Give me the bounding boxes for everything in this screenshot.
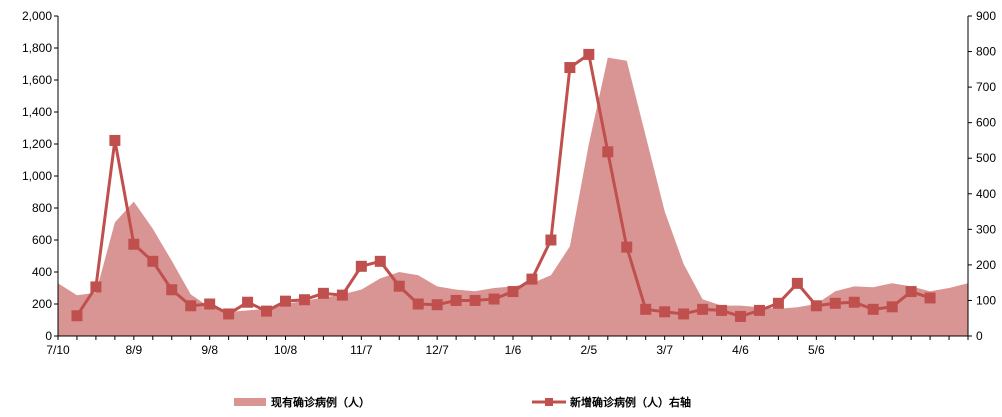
line-series-marker bbox=[223, 308, 235, 320]
right-axis-tick-label: 600 bbox=[976, 116, 996, 130]
right-axis-tick-label: 900 bbox=[976, 9, 996, 23]
line-series-marker bbox=[355, 260, 367, 272]
line-series-marker bbox=[242, 296, 254, 308]
right-axis-tick-label: 700 bbox=[976, 80, 996, 94]
left-axis-tick-label: 1,800 bbox=[22, 41, 52, 55]
line-series-marker bbox=[147, 255, 159, 267]
legend-area-swatch bbox=[234, 398, 266, 406]
x-axis-tick-label: 1/6 bbox=[505, 343, 522, 357]
line-series-marker bbox=[886, 301, 898, 313]
line-series-marker bbox=[924, 292, 936, 304]
line-series-marker bbox=[71, 310, 83, 322]
right-axis-tick-label: 100 bbox=[976, 293, 996, 307]
line-series-marker bbox=[507, 286, 519, 298]
line-series-marker bbox=[317, 287, 329, 299]
line-series-marker bbox=[298, 294, 310, 306]
axes-layer: 0 200 400 600 800 1,000 1,200 1,400 1,600 1,800 2,… bbox=[22, 9, 996, 357]
x-axis-tick-label: 3/7 bbox=[656, 343, 673, 357]
line-series-marker bbox=[791, 277, 803, 289]
line-series-marker bbox=[772, 297, 784, 309]
right-axis-tick-label: 300 bbox=[976, 222, 996, 236]
line-series-layer bbox=[71, 48, 936, 322]
line-series-marker bbox=[735, 310, 746, 322]
line-series-marker bbox=[90, 281, 102, 293]
line-series-marker bbox=[336, 289, 348, 301]
left-axis-tick-label: 200 bbox=[32, 297, 52, 311]
x-axis-tick-label: 2/5 bbox=[580, 343, 597, 357]
right-axis-tick-label: 800 bbox=[976, 45, 996, 59]
line-series-marker bbox=[564, 62, 576, 74]
right-axis-tick-label: 400 bbox=[976, 187, 996, 201]
line-series-marker bbox=[810, 300, 822, 312]
x-axis-tick-label: 10/8 bbox=[274, 343, 298, 357]
legend-line-marker bbox=[545, 398, 553, 406]
line-series-marker bbox=[640, 303, 652, 315]
left-axis-tick-label: 0 bbox=[45, 329, 52, 343]
line-series-marker bbox=[602, 146, 614, 158]
line-series-marker bbox=[545, 234, 557, 246]
line-series-marker bbox=[697, 303, 709, 315]
line-series-marker bbox=[621, 241, 633, 253]
x-axis-tick-label: 11/7 bbox=[350, 343, 373, 357]
legend: 现有确诊病例（人） 新增确诊病例（人）右轴 bbox=[234, 395, 691, 409]
line-series-marker bbox=[374, 255, 386, 267]
left-axis-tick-label: 1,000 bbox=[22, 169, 52, 183]
left-axis-tick-label: 1,200 bbox=[22, 137, 52, 151]
line-series-marker bbox=[261, 305, 273, 317]
line-series-marker bbox=[280, 295, 291, 307]
line-series-marker bbox=[583, 48, 595, 60]
left-axis-tick-label: 1,400 bbox=[22, 105, 52, 119]
line-series-marker bbox=[185, 300, 197, 312]
left-axis-tick-label: 1,600 bbox=[22, 73, 52, 87]
line-series-marker bbox=[488, 293, 500, 305]
line-series-marker bbox=[204, 298, 216, 310]
line-series-marker bbox=[716, 304, 728, 316]
x-axis-tick-label: 12/7 bbox=[425, 343, 449, 357]
line-series-marker bbox=[431, 299, 443, 311]
legend-line-label: 新增确诊病例（人）右轴 bbox=[570, 395, 691, 409]
x-axis-tick-label: 5/6 bbox=[808, 343, 825, 357]
x-axis-tick-label: 8/9 bbox=[125, 343, 142, 357]
line-series-marker bbox=[469, 294, 481, 306]
line-series-marker bbox=[109, 134, 121, 146]
line-series-marker bbox=[867, 303, 879, 315]
line-series-marker bbox=[166, 284, 178, 296]
left-axis-tick-label: 2,000 bbox=[22, 9, 52, 23]
left-axis-tick-label: 800 bbox=[32, 201, 52, 215]
x-axis-tick-label: 4/6 bbox=[732, 343, 749, 357]
legend-area-label: 现有确诊病例（人） bbox=[271, 395, 370, 409]
line-series-marker bbox=[848, 296, 860, 308]
line-series-marker bbox=[659, 306, 671, 318]
x-axis-tick-label: 7/10 bbox=[46, 343, 70, 357]
right-axis-tick-label: 200 bbox=[976, 258, 996, 272]
right-axis-tick-label: 500 bbox=[976, 151, 996, 165]
x-axis-tick-label: 9/8 bbox=[201, 343, 218, 357]
line-series-marker bbox=[450, 294, 462, 306]
line-series-new-cases bbox=[75, 52, 931, 318]
left-axis-tick-label: 600 bbox=[32, 233, 52, 247]
line-series-marker bbox=[753, 304, 765, 316]
line-series-marker bbox=[829, 297, 841, 309]
line-series-marker bbox=[526, 273, 538, 285]
right-axis-tick-label: 0 bbox=[976, 329, 983, 343]
line-series-marker bbox=[128, 238, 140, 250]
line-series-marker bbox=[905, 286, 917, 298]
line-series-marker bbox=[412, 298, 424, 310]
line-series-marker bbox=[393, 280, 405, 292]
line-series-marker bbox=[678, 308, 690, 320]
left-axis-tick-label: 400 bbox=[32, 265, 52, 279]
